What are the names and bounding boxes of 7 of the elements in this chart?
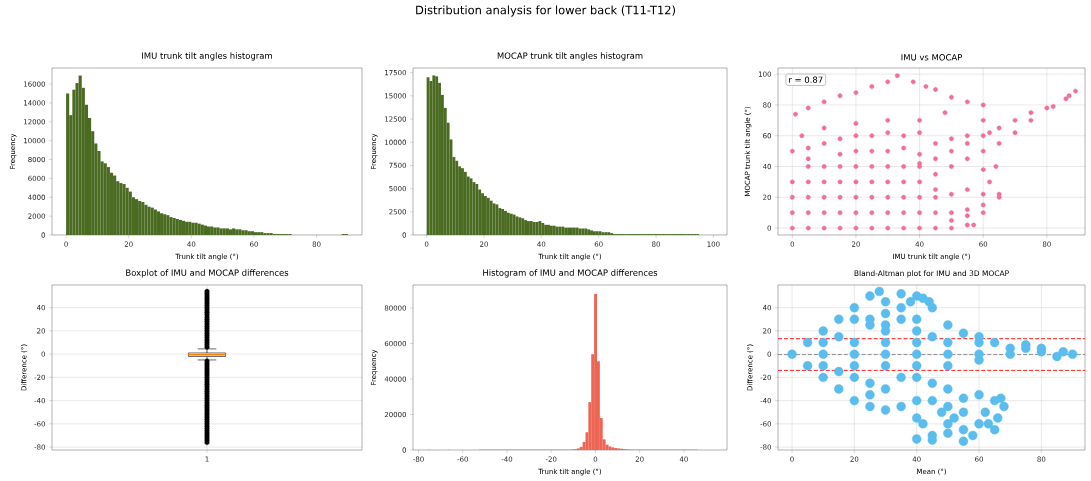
chart-title: Boxplot of IMU and MOCAP differences (126, 269, 289, 278)
chart-title: IMU vs MOCAP (901, 54, 963, 61)
annotation: r = 0.87 (789, 76, 823, 83)
chart-title: MOCAP trunk tilt angles histogram (497, 52, 643, 61)
chart-title: IMU trunk tilt angles histogram (142, 52, 272, 61)
chart-title: Histogram of IMU and MOCAP differences (483, 269, 658, 278)
text: Distribution analysis for lower back (T11-T12) (416, 5, 676, 17)
